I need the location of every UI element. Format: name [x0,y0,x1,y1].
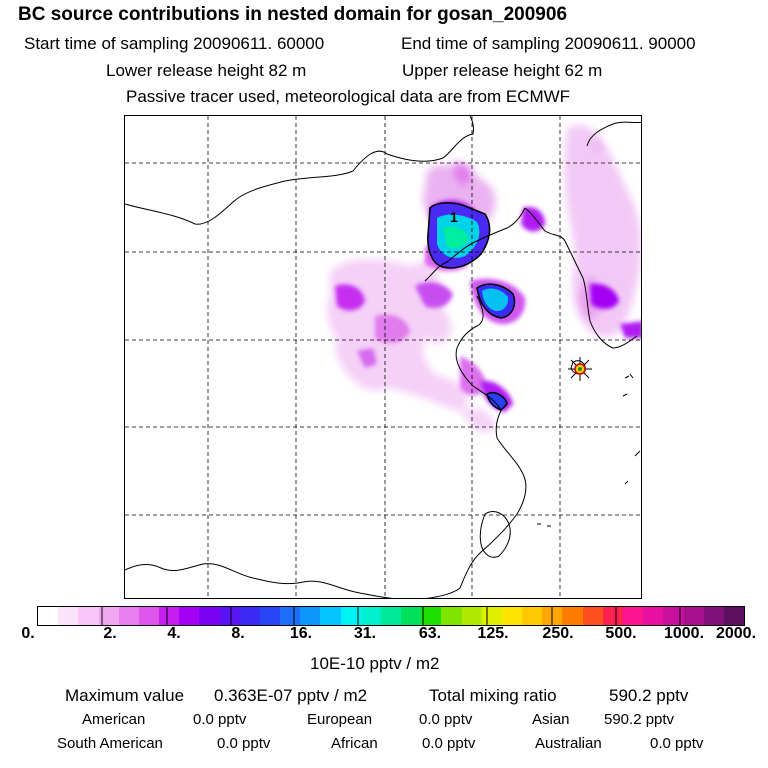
page-title: BC source contributions in nested domain… [18,4,568,25]
tracer-note: Passive tracer used, meteorological data… [126,87,571,106]
colorbar-swatch [219,607,240,625]
colorbar-tick: 8. [231,625,245,642]
colorbar-swatch [643,607,664,625]
total-mixing-value: 590.2 pptv [609,686,689,705]
colorbar-swatch [602,607,623,625]
colorbar-tick: 500. [605,625,637,642]
graticule [125,116,641,598]
coastlines [125,116,641,598]
region-name: American [82,711,146,728]
colorbar-swatch [703,607,724,625]
colorbar-swatch [501,607,523,625]
region-value: 0.0 pptv [419,711,473,728]
region-value: 0.0 pptv [193,711,247,728]
colorbar-tick: 125. [477,625,509,642]
colorbar-tick: 4. [167,625,181,642]
colorbar-swatch [259,607,281,625]
start-time: Start time of sampling 20090611. 60000 [24,34,325,53]
colorbar-swatch [663,607,684,625]
map-panel: 1 [124,115,642,599]
region-value: 590.2 pptv [604,711,675,728]
colorbar-swatch [320,607,341,625]
total-mixing-label: Total mixing ratio [429,686,557,705]
region-value: 0.0 pptv [217,735,271,752]
colorbar-swatch [159,607,180,625]
colorbar-swatch [622,607,644,625]
region-name: African [331,735,378,752]
colorbar-tick: 63. [418,625,442,642]
colorbar-swatch [562,607,583,625]
region-name: South American [57,735,163,752]
colorbar-swatch [683,607,704,625]
colorbar-swatch [98,607,119,625]
colorbar [37,606,745,626]
end-time: End time of sampling 20090611. 90000 [401,34,696,53]
colorbar-swatch [421,607,442,625]
max-value: 0.363E-07 pptv / m2 [214,686,368,705]
colorbar-swatch [723,607,745,625]
colorbar-swatch [461,607,482,625]
colorbar-tick: 1000. [663,625,705,642]
colorbar-swatch [360,607,381,625]
colorbar-swatch [380,607,402,625]
region-name: Australian [535,735,602,752]
contour-lines [427,202,516,411]
region-value: 0.0 pptv [650,735,704,752]
colorbar-tick: 2. [103,625,117,642]
colorbar-swatch [199,607,220,625]
colorbar-swatch [441,607,462,625]
colorbar-dividers [101,606,681,626]
colorbar-swatch [340,607,361,625]
map-canvas: 1 [125,116,641,598]
colorbar-swatch [300,607,321,625]
colorbar-swatch [118,607,139,625]
region-name: European [307,711,373,728]
max-value-label: Maximum value [65,686,185,705]
colorbar-tick: 0. [21,625,35,642]
contour-label: 1 [450,209,458,225]
lower-release-height: Lower release height 82 m [106,61,307,80]
region-value: 0.0 pptv [422,735,476,752]
colorbar-tick: 2000. [715,625,757,642]
colorbar-swatch [582,607,603,625]
colorbar-swatch [401,607,422,625]
colorbar-swatch [58,607,79,625]
colorbar-tick: 31. [353,625,377,642]
receptor-star-icon [568,357,592,381]
colorbar-swatch [522,607,543,625]
colorbar-swatch [38,607,59,625]
colorbar-tick: 16. [289,625,313,642]
colorbar-units: 10E-10 pptv / m2 [310,654,440,673]
colorbar-swatch [239,607,260,625]
colorbar-swatch [179,607,200,625]
colorbar-swatch [138,607,160,625]
colorbar-swatch [280,607,301,625]
colorbar-swatch [78,607,99,625]
upper-release-height: Upper release height 62 m [402,61,603,80]
colorbar-tick: 250. [542,625,574,642]
region-name: Asian [532,711,570,728]
